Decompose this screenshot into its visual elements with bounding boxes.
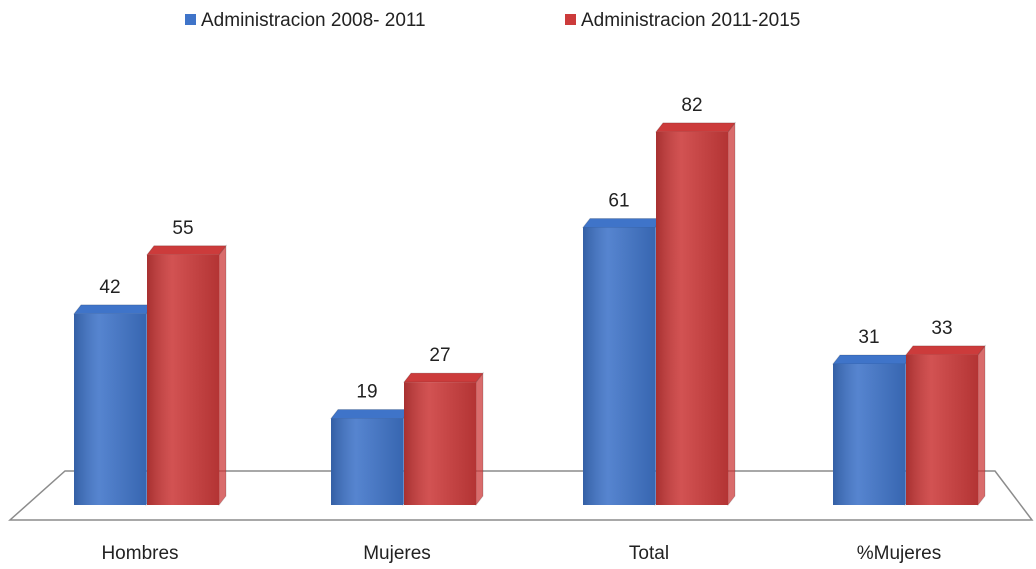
bar-side [977, 344, 986, 507]
bar-side [727, 121, 736, 507]
data-label: 19 [356, 382, 377, 403]
x-tick-label: Hombres [101, 543, 178, 564]
x-tick-label: Total [629, 543, 669, 564]
x-tick-label: %Mujeres [857, 543, 941, 564]
bars: 42 55 19 27 61 82 31 33 [72, 95, 987, 507]
bar-top [831, 354, 914, 365]
bar-top [581, 217, 664, 228]
bar-shade [656, 131, 728, 505]
bar-top [654, 122, 737, 133]
data-label: 42 [99, 277, 120, 298]
legend-swatch [565, 14, 576, 25]
data-label: 82 [681, 95, 702, 116]
bar-shade [331, 418, 403, 505]
x-tick-label: Mujeres [363, 543, 431, 564]
bar-shade [833, 363, 905, 505]
bar-top [402, 372, 485, 383]
bar-shade [147, 254, 219, 505]
bar-shade [404, 382, 476, 505]
bar-top [72, 304, 155, 315]
legend-label: Administracion 2008- 2011 [201, 10, 426, 31]
bar-top [145, 245, 228, 256]
data-label: 61 [608, 190, 629, 211]
data-label: 27 [429, 345, 450, 366]
legend: Administracion 2008- 2011 Administracion … [185, 10, 800, 31]
legend-label: Administracion 2011-2015 [581, 10, 800, 31]
bar-top [904, 345, 987, 356]
bar-side [218, 244, 227, 507]
data-label: 33 [931, 318, 952, 339]
bar-shade [906, 354, 978, 505]
bar-shade [74, 313, 146, 505]
legend-swatch [185, 14, 196, 25]
bar-side [475, 371, 484, 507]
bar-shade [583, 227, 655, 505]
data-label: 55 [172, 218, 193, 239]
data-label: 31 [858, 327, 879, 348]
bar-top [329, 409, 412, 420]
